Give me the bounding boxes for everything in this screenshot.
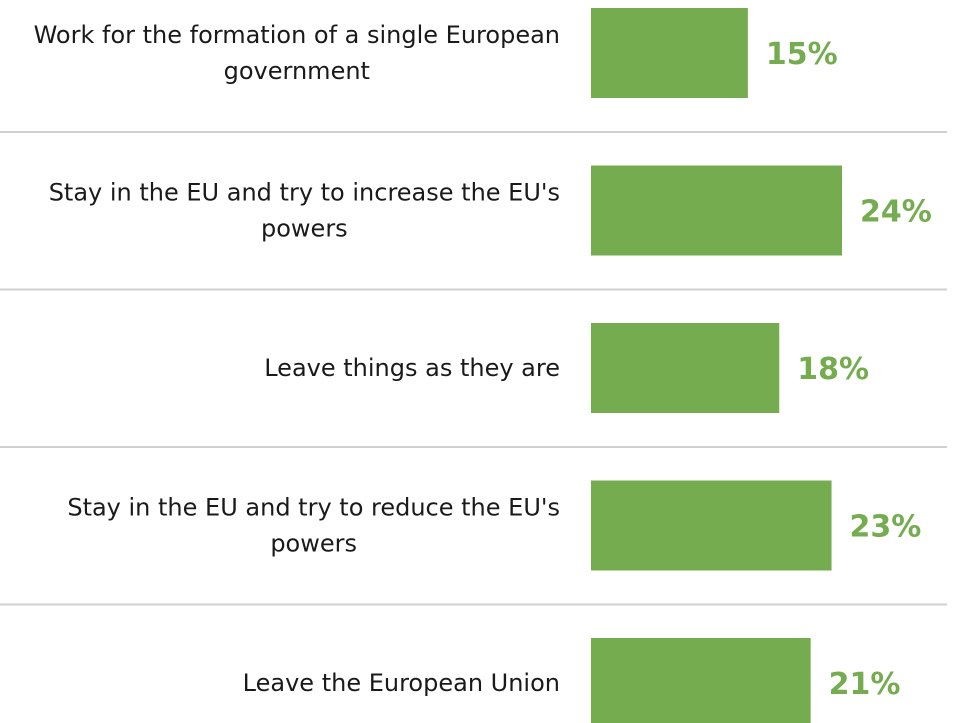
bar-1 — [591, 8, 748, 98]
value-label-3: 18% — [797, 352, 869, 387]
value-label-4: 23% — [850, 510, 922, 545]
category-label-2: Stay in the EU and try to increase the E… — [49, 179, 560, 243]
bar-3 — [591, 323, 780, 413]
value-label-5: 21% — [829, 667, 901, 702]
category-label-5: Leave the European Union — [243, 669, 560, 697]
category-label-4: Stay in the EU and try to reduce the EU'… — [67, 494, 560, 558]
bar-5 — [591, 638, 811, 723]
category-label-1: Work for the formation of a single Europ… — [34, 21, 560, 85]
category-label-3: Leave things as they are — [264, 354, 560, 382]
bar-2 — [591, 165, 842, 256]
bar-4 — [591, 480, 832, 571]
value-label-2: 24% — [860, 195, 932, 230]
value-label-1: 15% — [766, 37, 838, 72]
